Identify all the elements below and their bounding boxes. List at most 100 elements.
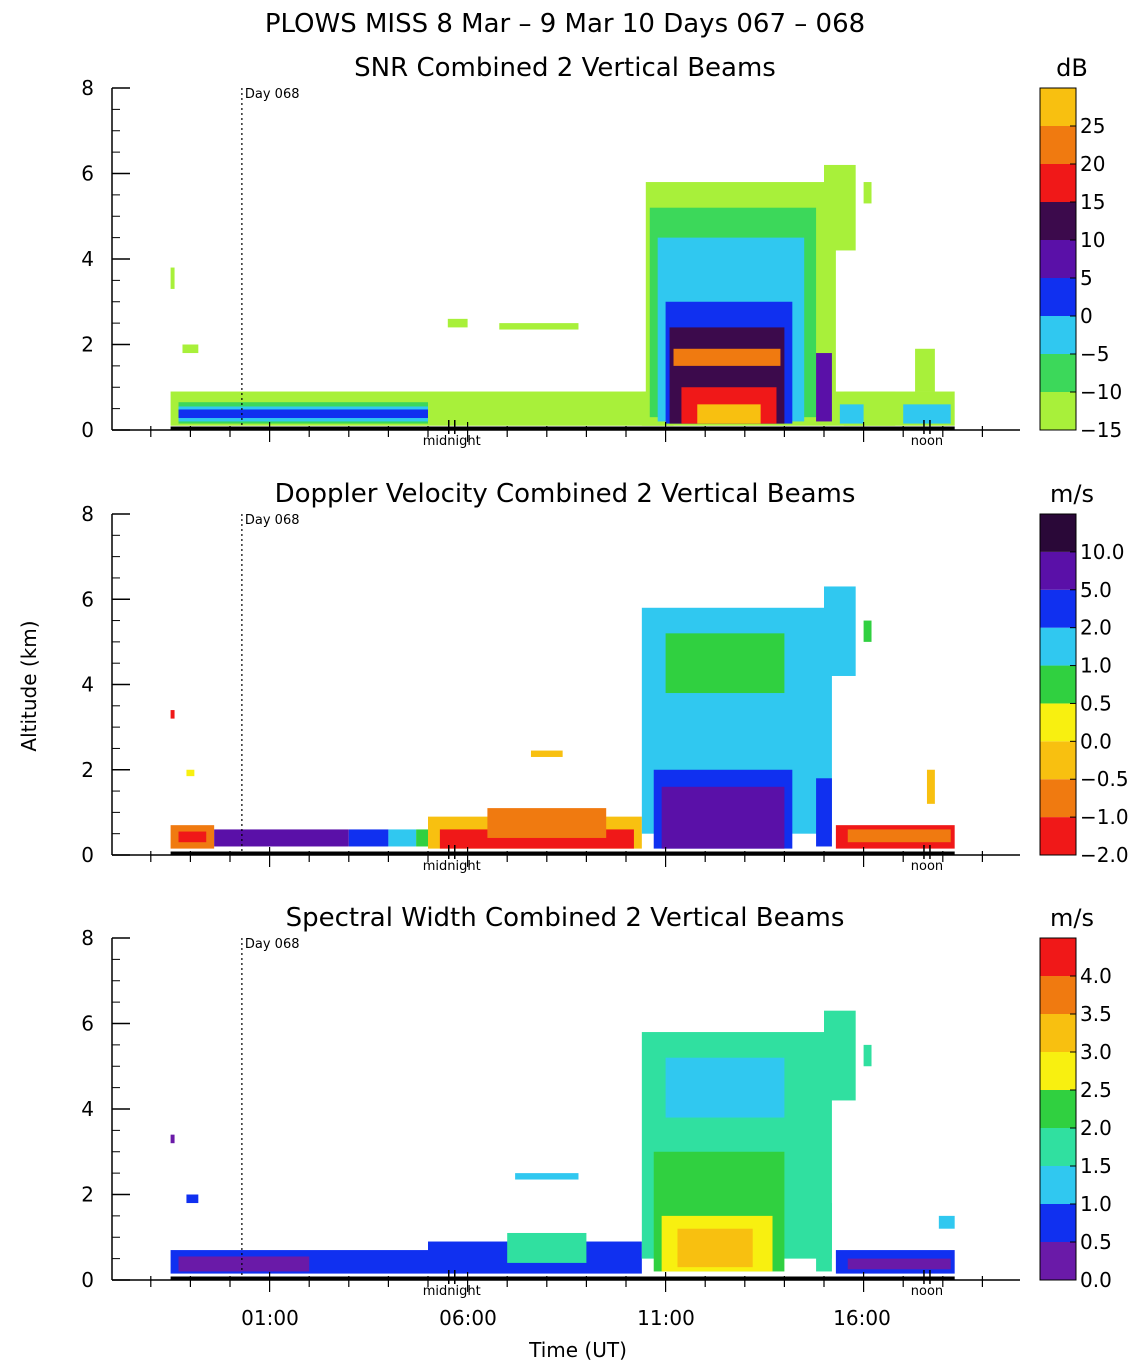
- colorbar-label-snr-8: −15: [1080, 418, 1122, 442]
- data-region-width-12: [816, 1203, 832, 1272]
- colorbar-label-width-3: 2.5: [1080, 1078, 1112, 1102]
- y-tick-label-width-3: 6: [81, 1012, 94, 1036]
- colorbar-border-snr: [1039, 87, 1077, 431]
- data-region-doppler-16: [816, 778, 832, 847]
- colorbar-label-snr-6: −5: [1080, 342, 1109, 366]
- data-region-snr-3: [178, 409, 428, 419]
- colorbar-label-snr-4: 5: [1080, 266, 1093, 290]
- data-region-doppler-9: [530, 750, 563, 757]
- y-tick-label-snr-2: 4: [81, 247, 94, 271]
- data-region-snr-16: [697, 404, 761, 424]
- data-region-width-17: [938, 1215, 955, 1229]
- data-region-doppler-21: [926, 769, 935, 804]
- noon-label-doppler: noon: [911, 859, 943, 874]
- colorbar-segment-doppler-5: [1040, 627, 1076, 666]
- colorbar-label-doppler-2: 2.0: [1080, 616, 1112, 640]
- colorbar-label-snr-1: 20: [1080, 152, 1105, 176]
- colorbar-segment-width-8: [1040, 938, 1076, 976]
- y-tick-label-width-0: 0: [81, 1268, 94, 1292]
- colorbar-unit-snr: dB: [1056, 54, 1088, 82]
- colorbar-label-doppler-1: 5.0: [1080, 578, 1112, 602]
- data-region-doppler-20: [847, 829, 951, 843]
- y-tick-label-doppler-2: 4: [81, 673, 94, 697]
- day-marker-label-snr: Day 068: [245, 87, 300, 102]
- colorbar-segment-width-7: [1040, 976, 1076, 1014]
- colorbar-label-doppler-5: 0.0: [1080, 729, 1112, 753]
- colorbar-segment-width-5: [1040, 1052, 1076, 1090]
- data-region-doppler-4: [388, 829, 417, 847]
- midnight-label-width: midnight: [423, 1284, 481, 1299]
- y-tick-label-snr-4: 8: [81, 76, 94, 100]
- y-tick-label-width-1: 2: [81, 1183, 94, 1207]
- colorbar-segment-doppler-4: [1040, 665, 1076, 704]
- data-region-snr-22: [839, 404, 864, 424]
- colorbar-segment-doppler-0: [1040, 817, 1076, 855]
- data-region-doppler-13: [665, 633, 785, 694]
- panels-group: SNR Combined 2 Vertical Beams 0 2 4 6 8 Day 06…: [81, 53, 1128, 1299]
- x-tick-label-0100: 01:00: [241, 1306, 299, 1330]
- colorbar-segment-width-6: [1040, 1014, 1076, 1052]
- x-tick-labels: 01:00 06:00 11:00 16:00: [241, 1306, 891, 1330]
- colorbar-label-doppler-8: −2.0: [1080, 843, 1129, 867]
- colorbar-segment-doppler-1: [1040, 779, 1076, 818]
- colorbar-border-doppler: [1039, 513, 1077, 856]
- colorbar-segment-snr-4: [1040, 240, 1076, 278]
- y-tick-label-snr-0: 0: [81, 418, 94, 442]
- colorbar-label-width-0: 4.0: [1080, 964, 1112, 988]
- colorbar-label-doppler-4: 0.5: [1080, 691, 1112, 715]
- colorbar-label-snr-5: 0: [1080, 304, 1093, 328]
- colorbar-segment-doppler-8: [1040, 514, 1076, 552]
- panel-title-snr: SNR Combined 2 Vertical Beams: [354, 53, 776, 83]
- data-region-width-11: [677, 1228, 753, 1268]
- data-regions-snr: [170, 164, 955, 426]
- axes-width: 0 2 4 6 8: [81, 926, 1020, 1292]
- colorbar-label-doppler-7: −1.0: [1080, 805, 1129, 829]
- colorbar-segment-snr-1: [1040, 354, 1076, 392]
- data-region-snr-6: [447, 318, 468, 328]
- panel-width: Spectral Width Combined 2 Vertical Beams…: [81, 903, 1112, 1299]
- colorbar-segment-snr-6: [1040, 164, 1076, 202]
- noon-label-snr: noon: [911, 434, 943, 449]
- colorbar-segment-width-0: [1040, 1242, 1076, 1280]
- colorbar-label-width-5: 1.5: [1080, 1154, 1112, 1178]
- colorbar-label-width-7: 0.5: [1080, 1230, 1112, 1254]
- data-region-snr-23: [903, 404, 951, 424]
- y-tick-label-snr-1: 2: [81, 333, 94, 357]
- data-region-doppler-3: [348, 829, 389, 847]
- colorbar-segment-width-4: [1040, 1090, 1076, 1128]
- y-tick-label-snr-3: 6: [81, 162, 94, 186]
- data-region-doppler-15: [661, 786, 785, 849]
- x-tick-label-1600: 16:00: [833, 1306, 891, 1330]
- data-region-snr-7: [499, 323, 579, 330]
- axes-snr: 0 2 4 6 8: [81, 76, 1020, 442]
- midnight-label-snr: midnight: [423, 434, 481, 449]
- colorbar-label-snr-3: 10: [1080, 228, 1105, 252]
- y-tick-label-doppler-4: 8: [81, 502, 94, 526]
- colorbar-unit-width: m/s: [1050, 904, 1094, 932]
- colorbar-label-width-1: 3.5: [1080, 1002, 1112, 1026]
- colorbar-segment-snr-0: [1040, 392, 1076, 430]
- panel-title-width: Spectral Width Combined 2 Vertical Beams: [286, 903, 845, 933]
- colorbar-label-doppler-6: −0.5: [1080, 767, 1129, 791]
- colorbar-width: 4.0 3.5 3.0 2.5 2.0 1.5 1.0 0.5 0.0 m/s: [1039, 904, 1112, 1292]
- colorbar-border-width: [1039, 937, 1077, 1281]
- colorbar-label-width-8: 0.0: [1080, 1268, 1112, 1292]
- data-region-width-3: [170, 1134, 175, 1144]
- data-region-doppler-17: [824, 586, 856, 676]
- colorbar-label-snr-2: 15: [1080, 190, 1105, 214]
- colorbar-segment-doppler-7: [1040, 551, 1076, 590]
- data-region-doppler-18: [863, 620, 872, 642]
- y-tick-label-doppler-3: 6: [81, 587, 94, 611]
- data-region-width-13: [824, 1010, 856, 1101]
- colorbar-segment-width-2: [1040, 1166, 1076, 1204]
- data-regions-doppler: [170, 586, 955, 849]
- colorbar-segment-doppler-6: [1040, 589, 1076, 628]
- y-tick-label-doppler-1: 2: [81, 758, 94, 782]
- colorbar-segment-doppler-2: [1040, 741, 1076, 780]
- data-region-width-14: [863, 1044, 872, 1067]
- midnight-label-doppler: midnight: [423, 859, 481, 874]
- figure-title: PLOWS MISS 8 Mar – 9 Mar 10 Days 067 – 0…: [265, 9, 865, 39]
- noon-label-width: noon: [911, 1284, 943, 1299]
- colorbar-label-doppler-3: 1.0: [1080, 654, 1112, 678]
- y-tick-label-width-4: 8: [81, 926, 94, 950]
